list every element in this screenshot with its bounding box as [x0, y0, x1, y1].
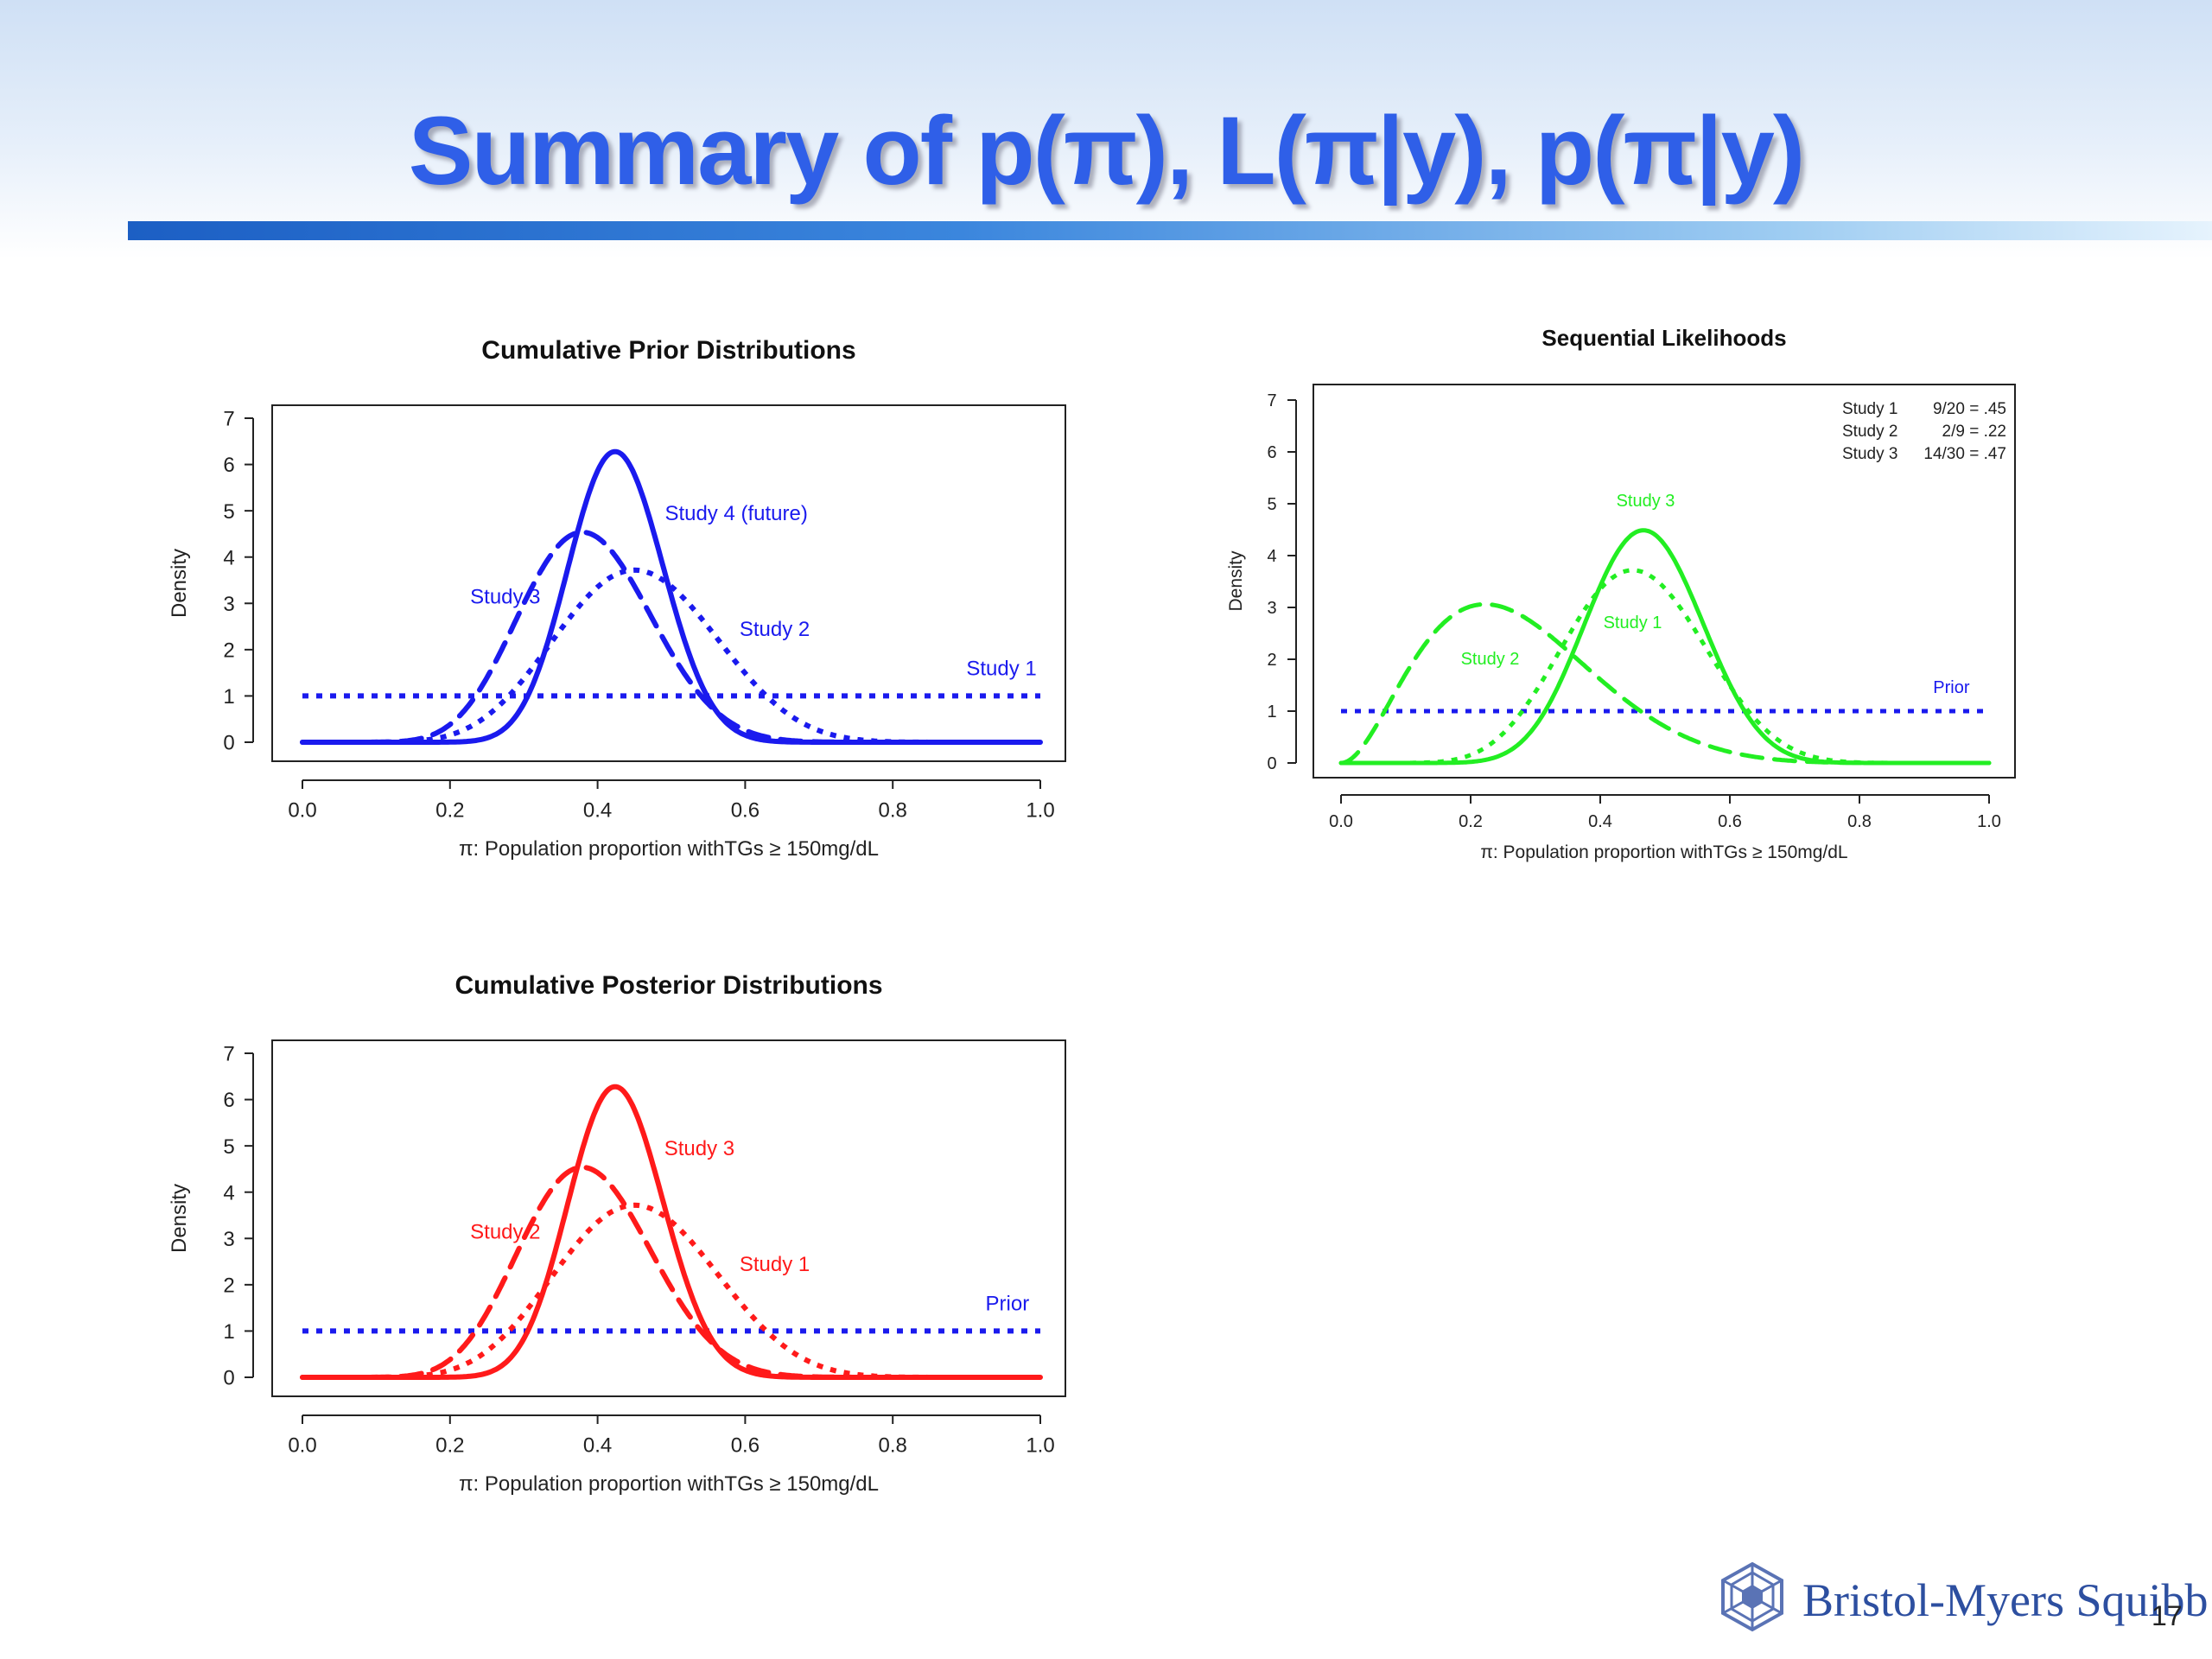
y-tick-label: 4	[223, 546, 234, 569]
x-tick-label: 0.4	[1588, 812, 1612, 831]
series-label: Study 2	[470, 1220, 540, 1243]
brand-logo-icon	[1721, 1561, 1783, 1632]
plot-frame	[271, 1039, 1066, 1397]
series-label: Study 2	[1461, 650, 1520, 669]
x-tick-label: 0.6	[731, 798, 760, 822]
legend-study-name: Study 3	[1842, 445, 1897, 463]
series-label: Study 3	[470, 585, 540, 608]
legend-study-name: Study 1	[1842, 400, 1897, 418]
series-line-study-2	[1338, 601, 1992, 766]
x-tick-label: 0.2	[1459, 812, 1483, 831]
y-tick-label: 7	[1267, 391, 1276, 410]
series-line-study-1	[1341, 568, 1989, 766]
series-label: Study 2	[740, 618, 810, 641]
y-tick-label: 2	[223, 1274, 234, 1297]
y-tick-label: 4	[1267, 547, 1276, 566]
y-tick-label: 5	[223, 500, 234, 524]
chart-title: Cumulative Prior Distributions	[481, 336, 855, 365]
y-tick-label: 3	[223, 593, 234, 616]
series-label: Prior	[986, 1292, 1030, 1315]
series-label: Study 3	[1617, 492, 1675, 511]
series-line-study-3	[1338, 528, 1992, 766]
x-tick-label: 0.0	[288, 798, 316, 822]
legend-study-value: 9/20 = .45	[1933, 400, 2006, 418]
x-tick-label: 0.6	[1718, 812, 1742, 831]
series-line-study-3	[300, 1084, 1043, 1380]
y-axis-label: Density	[168, 1184, 191, 1253]
y-tick-label: 0	[1267, 754, 1276, 773]
x-tick-label: 0.6	[731, 1433, 760, 1457]
x-tick-label: 0.8	[879, 1433, 907, 1457]
y-tick-label: 1	[1267, 702, 1276, 721]
series-label: Study 1	[740, 1253, 810, 1276]
series-label: Study 3	[664, 1137, 734, 1160]
y-axis-label: Density	[1226, 550, 1246, 612]
series-line-study-4-future	[300, 448, 1043, 745]
y-tick-label: 4	[223, 1181, 234, 1205]
plot-frame	[1313, 384, 2016, 779]
slide-title: Summary of p(π), L(π|y), p(π|y)	[408, 97, 1805, 205]
legend-study-value: 14/30 = .47	[1923, 445, 2006, 463]
x-tick-label: 0.0	[288, 1433, 316, 1457]
series-label: Study 4 (future)	[664, 502, 807, 525]
chart-likelihood: Sequential Likelihoods 0 1 2 3 4 5 6 7 0.0 0.2 0.4 0…	[1226, 325, 2016, 862]
x-tick-label: 1.0	[1026, 1433, 1054, 1457]
y-tick-label: 6	[1267, 443, 1276, 462]
y-tick-label: 2	[223, 639, 234, 662]
y-tick-label: 3	[1267, 599, 1276, 618]
series-label: Prior	[1933, 678, 1970, 697]
y-tick-label: 5	[1267, 495, 1276, 514]
chart-title: Sequential Likelihoods	[1541, 325, 1786, 351]
chart-prior: Cumulative Prior Distributions 0 1 2 3 4 5 6 7 0.…	[168, 336, 1066, 861]
y-tick-label: 3	[223, 1228, 234, 1251]
x-tick-label: 0.8	[1847, 812, 1872, 831]
x-tick-label: 1.0	[1026, 798, 1054, 822]
y-axis-label: Density	[168, 549, 191, 618]
y-tick-label: 7	[223, 408, 234, 431]
y-tick-label: 6	[223, 454, 234, 477]
x-tick-label: 0.4	[583, 798, 612, 822]
y-tick-label: 2	[1267, 651, 1276, 670]
plot-frame	[271, 404, 1066, 762]
chart-posterior: Cumulative Posterior Distributions 0 1 2 3 4 5…	[168, 971, 1066, 1496]
x-tick-label: 1.0	[1977, 812, 2001, 831]
chart-title: Cumulative Posterior Distributions	[454, 971, 882, 1000]
header-background	[0, 0, 2212, 259]
x-tick-label: 0.0	[1329, 812, 1353, 831]
y-tick-label: 0	[223, 732, 234, 755]
x-tick-label: 0.2	[435, 1433, 464, 1457]
title-underline-bar	[128, 221, 2212, 240]
y-tick-label: 0	[223, 1367, 234, 1390]
series-label: Study 1	[966, 657, 1036, 680]
legend-study-value: 2/9 = .22	[1942, 423, 2006, 441]
y-tick-label: 1	[223, 685, 234, 709]
y-tick-label: 1	[223, 1320, 234, 1344]
x-tick-label: 0.4	[583, 1433, 612, 1457]
slide-number: 17	[2152, 1600, 2183, 1631]
y-tick-label: 7	[223, 1043, 234, 1066]
x-tick-label: 0.2	[435, 798, 464, 822]
legend-study-name: Study 2	[1842, 423, 1897, 441]
series-label: Study 1	[1604, 613, 1662, 632]
x-axis-label: π: Population proportion withTGs ≥ 150mg…	[1480, 842, 1847, 862]
y-tick-label: 5	[223, 1135, 234, 1159]
x-axis-label: π: Population proportion withTGs ≥ 150mg…	[459, 837, 879, 861]
y-tick-label: 6	[223, 1089, 234, 1112]
brand-name: Bristol-Myers Squibb	[1802, 1574, 2209, 1626]
series-line-study-2	[300, 1164, 1043, 1380]
series-line-study-3	[300, 529, 1043, 745]
x-axis-label: π: Population proportion withTGs ≥ 150mg…	[459, 1472, 879, 1496]
x-tick-label: 0.8	[879, 798, 907, 822]
